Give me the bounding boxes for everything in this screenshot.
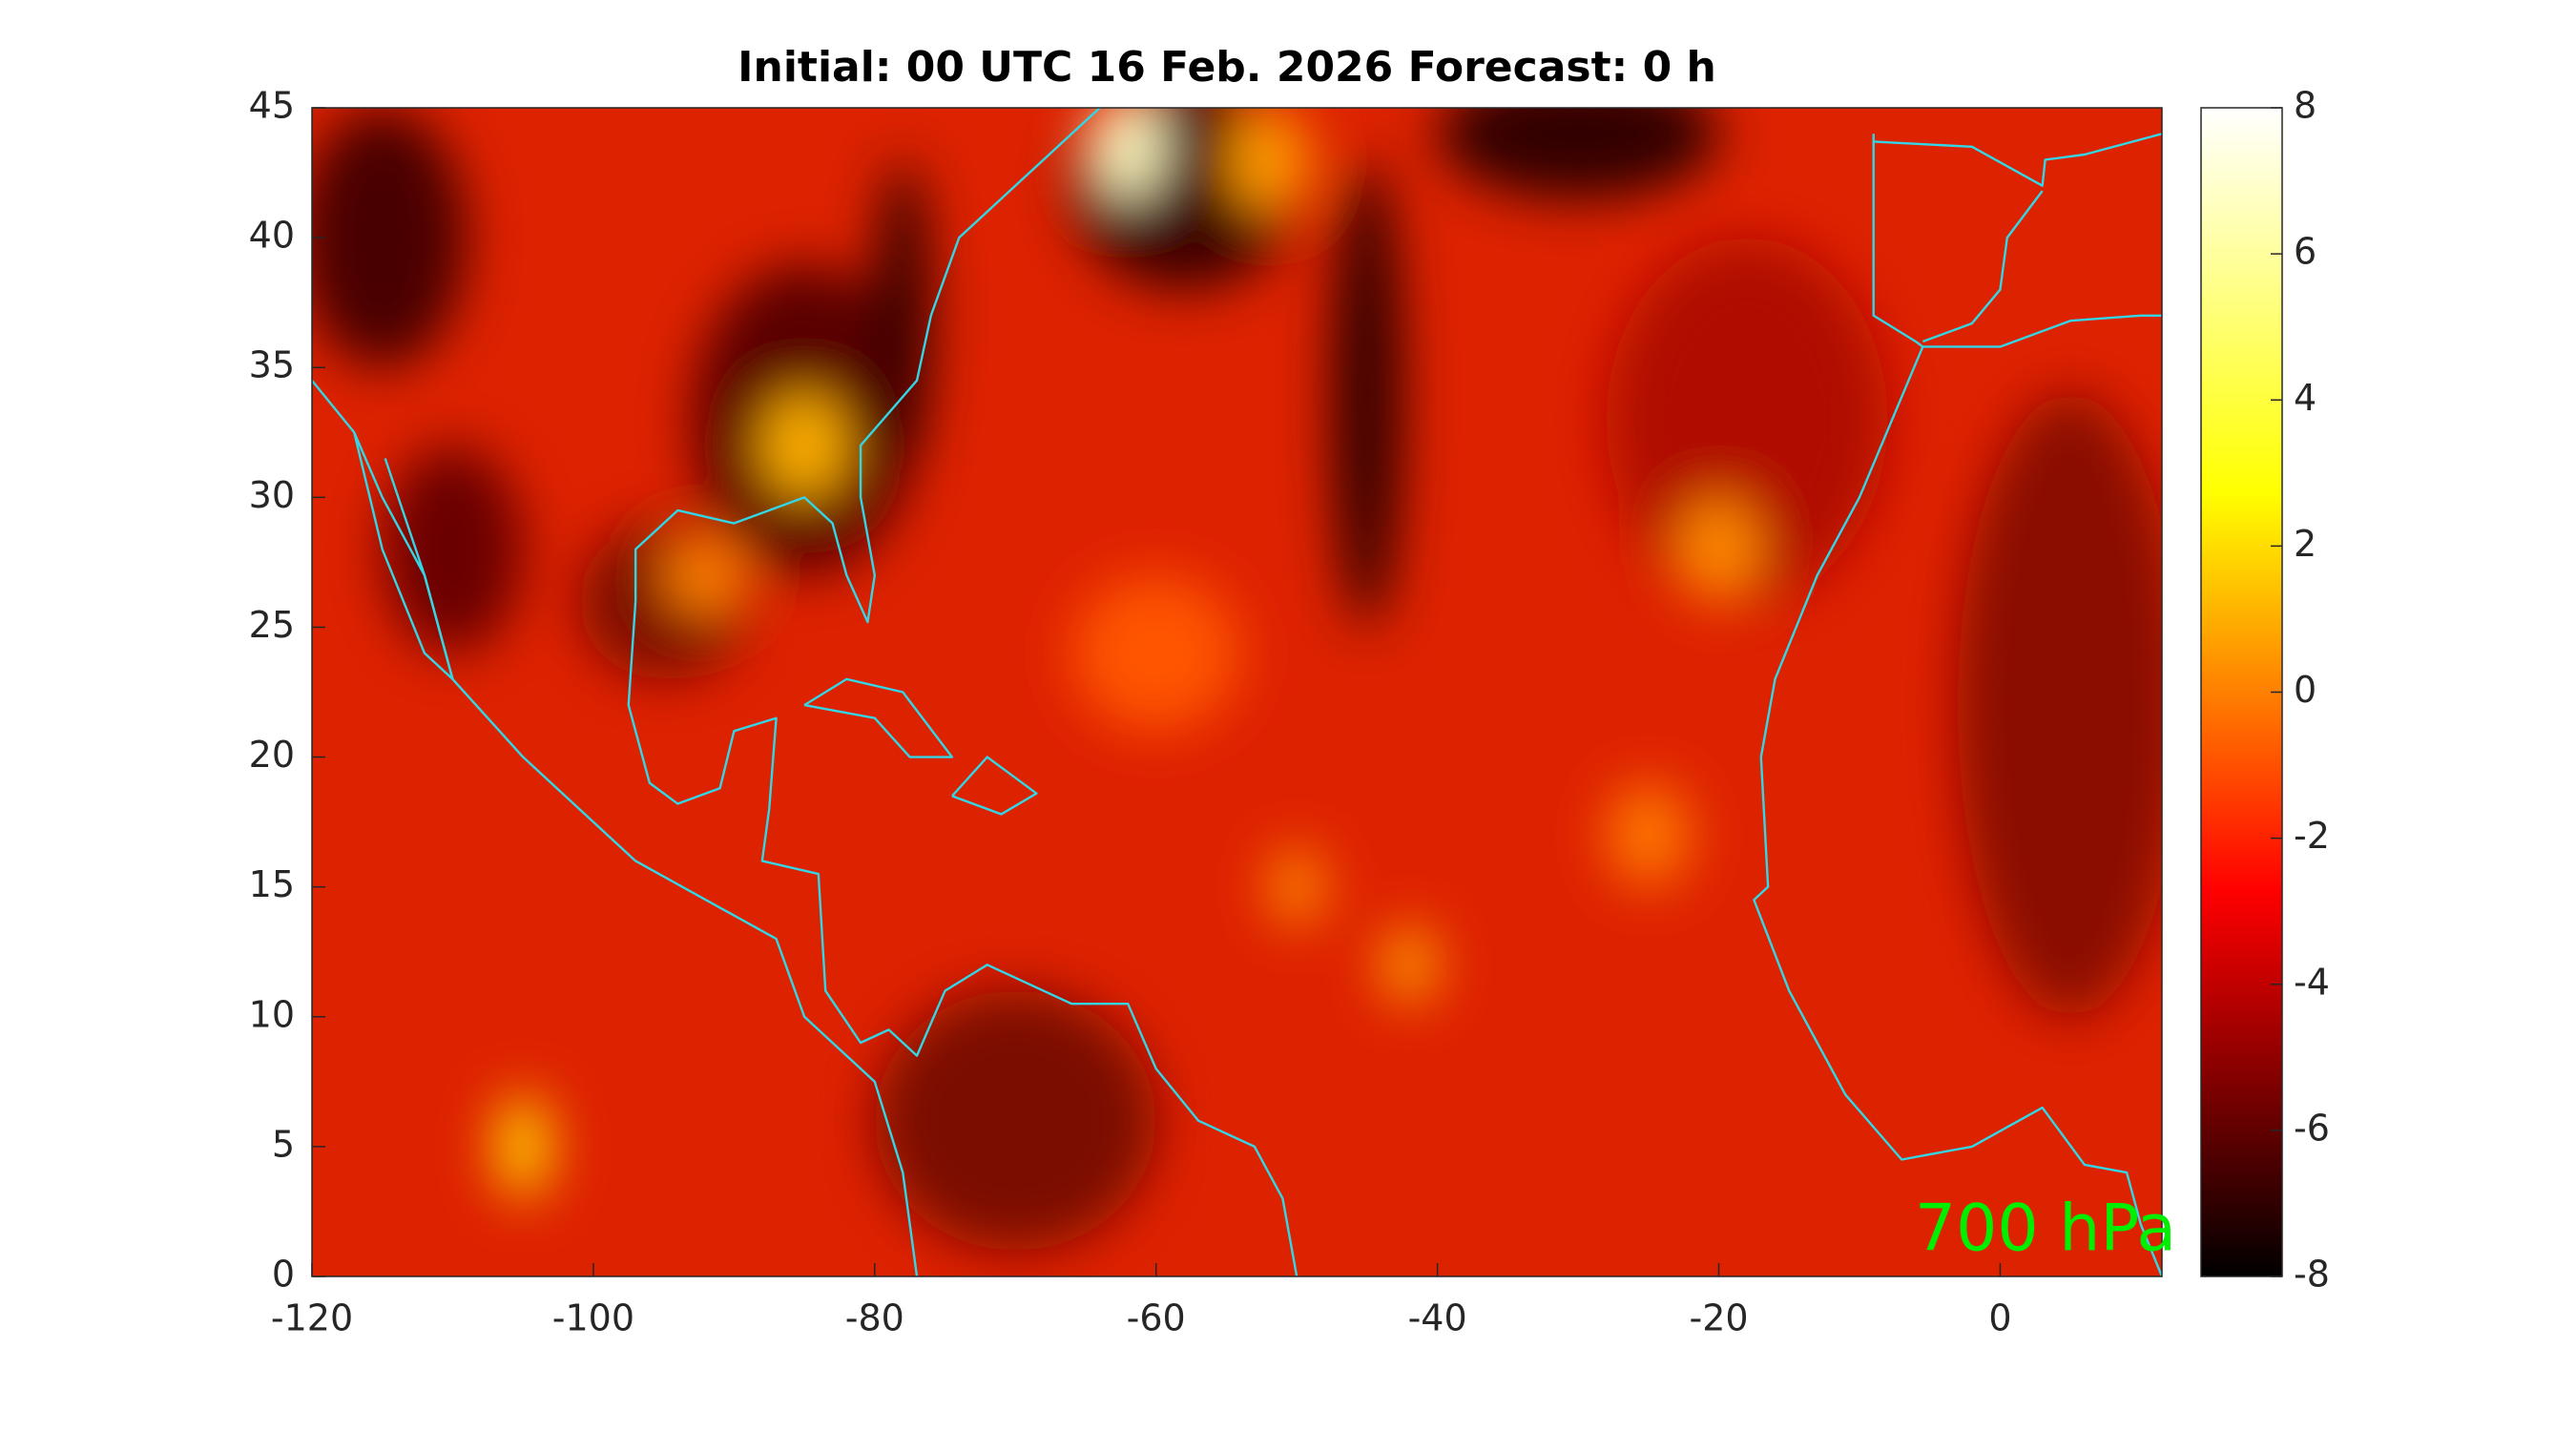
colorbar-tick-label: -4: [2294, 961, 2330, 1003]
title: Initial: 00 UTC 16 Feb. 2026 Forecast: 0…: [737, 43, 1716, 92]
colorbar-tick-label: 4: [2294, 377, 2316, 419]
y-tick-label: 0: [272, 1254, 295, 1296]
colorbar-tick-label: 6: [2294, 231, 2316, 273]
y-tick-label: 35: [249, 344, 295, 386]
x-tick-label: -120: [271, 1297, 353, 1339]
colorbar: [2200, 107, 2283, 1277]
y-tick-label: 10: [249, 993, 295, 1035]
y-tick-label: 45: [249, 85, 295, 127]
x-tick-label: -100: [552, 1297, 634, 1339]
y-tick-label: 40: [249, 215, 295, 257]
x-tick-label: -80: [845, 1297, 904, 1339]
y-tick-label: 30: [249, 474, 295, 516]
y-tick-label: 20: [249, 734, 295, 776]
x-tick-label: -40: [1408, 1297, 1467, 1339]
field-background: [312, 108, 2162, 1276]
colorbar-tick-label: -6: [2294, 1107, 2330, 1149]
level-annotation: 700 hPa: [1915, 1192, 2176, 1267]
x-tick-label: -20: [1689, 1297, 1748, 1339]
colorbar-tick-label: 8: [2294, 85, 2316, 127]
colorbar-tick-label: -8: [2294, 1254, 2330, 1296]
colorbar-tick-label: 2: [2294, 523, 2316, 565]
colorbar-tick-label: -2: [2294, 815, 2330, 857]
y-tick-label: 15: [249, 863, 295, 905]
y-tick-label: 25: [249, 604, 295, 646]
coastlines: [312, 108, 2162, 1276]
plot-frame: [311, 107, 2163, 1277]
y-tick-label: 5: [272, 1123, 295, 1165]
field: [312, 108, 2162, 1276]
x-tick-label: -60: [1127, 1297, 1186, 1339]
colorbar-tick-label: 0: [2294, 669, 2316, 711]
x-tick-label: 0: [1988, 1297, 2011, 1339]
